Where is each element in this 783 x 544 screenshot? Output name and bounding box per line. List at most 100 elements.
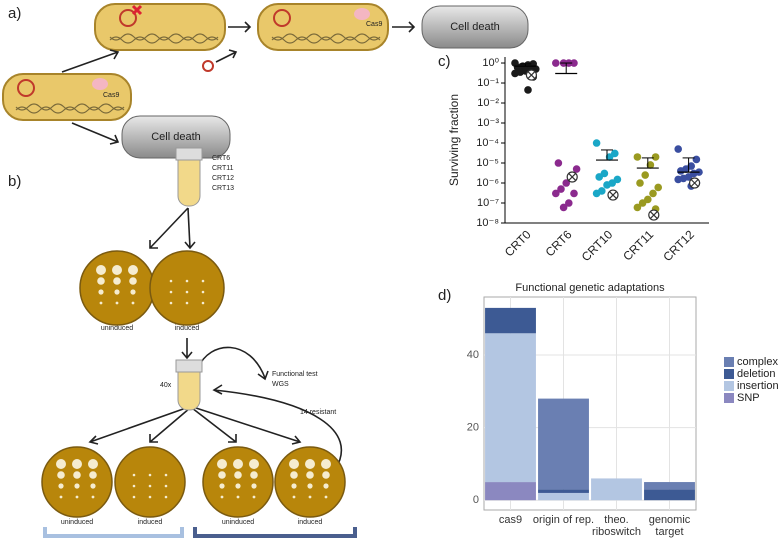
point <box>651 153 660 161</box>
point <box>592 139 601 147</box>
cas9-label: Cas9 <box>366 21 382 28</box>
dead-cell <box>421 5 529 49</box>
point <box>554 159 563 167</box>
dna <box>109 36 219 44</box>
colony <box>236 495 240 499</box>
test-label: Functional test <box>272 371 318 378</box>
legend-label: complex <box>737 356 778 368</box>
cell-death-label: Cell death <box>151 131 201 143</box>
x-tick-label: CRT0 <box>502 227 534 259</box>
panel-label: a) <box>8 5 21 22</box>
x-tick-label: origin of rep. <box>532 514 595 526</box>
dna <box>15 106 125 114</box>
point <box>649 189 657 198</box>
tube-cap <box>175 147 203 161</box>
colony <box>148 473 152 477</box>
y-tick-label: 10⁻³ <box>477 117 499 129</box>
colony <box>250 471 258 479</box>
plate <box>79 250 155 326</box>
legend-label: deletion <box>737 368 776 380</box>
panel-label: c) <box>438 53 451 70</box>
bar-segment <box>644 489 695 501</box>
panel-b: b) CRT6 CRT11 CRT12 CRT13 40x Functional… <box>8 147 357 538</box>
legend-swatch <box>724 369 734 379</box>
strain: CRT13 <box>212 185 234 192</box>
colony <box>292 495 296 499</box>
colony <box>59 495 63 499</box>
marked-point <box>525 69 538 81</box>
colony <box>128 265 138 275</box>
strain: CRT6 <box>212 155 230 162</box>
plate <box>274 446 346 518</box>
colony <box>112 265 122 275</box>
colony <box>219 483 225 489</box>
point <box>552 59 560 67</box>
colony <box>98 289 104 295</box>
plate-label: induced <box>175 325 200 332</box>
plate-label: uninduced <box>101 325 133 332</box>
colony <box>201 279 205 283</box>
colony <box>252 495 256 499</box>
colony <box>132 495 136 499</box>
colony <box>218 471 226 479</box>
colony <box>290 471 298 479</box>
dna <box>271 33 381 41</box>
cell <box>94 3 226 51</box>
plasmid <box>273 9 291 27</box>
y-tick-label: 40 <box>467 349 479 361</box>
y-tick-label: 10⁻⁷ <box>477 197 499 209</box>
y-tick-label: 10⁰ <box>482 57 499 69</box>
arrows <box>61 21 416 471</box>
point <box>603 181 611 189</box>
colony <box>97 277 105 285</box>
x-tick-label: theo. riboswitch <box>592 514 641 538</box>
point <box>592 189 601 198</box>
marked-point <box>648 209 660 221</box>
colony <box>129 277 137 285</box>
point <box>638 199 647 207</box>
colony <box>132 473 136 477</box>
y-tick-label: 10⁻⁶ <box>476 177 499 189</box>
point <box>562 179 570 187</box>
cell-death-label: Cell death <box>450 21 500 33</box>
point <box>572 165 581 173</box>
colony <box>113 277 121 285</box>
point <box>633 203 642 212</box>
y-tick-label: 10⁻⁸ <box>476 217 499 229</box>
cas9-protein <box>354 8 370 20</box>
point <box>674 175 682 184</box>
bar-segment <box>538 398 589 490</box>
resistant-label: 14 resistant <box>300 409 336 416</box>
x-mark <box>131 4 143 16</box>
bracket <box>193 527 357 538</box>
colony <box>148 484 152 488</box>
y-tick-label: 10⁻⁵ <box>476 157 499 169</box>
test-label: WGS <box>272 381 289 388</box>
colony <box>235 483 241 489</box>
point <box>552 189 560 198</box>
plate <box>149 250 225 326</box>
bar-segment <box>538 489 589 493</box>
colony <box>169 290 173 294</box>
point <box>565 199 573 207</box>
point <box>570 59 578 67</box>
point <box>641 171 649 179</box>
colony <box>321 459 331 469</box>
dna <box>271 36 381 44</box>
colony <box>251 483 257 489</box>
x-tick-label: CRT12 <box>660 227 697 264</box>
bar-segment <box>538 492 589 501</box>
cas9-protein <box>92 78 108 90</box>
colony <box>307 483 313 489</box>
y-axis-label: Surviving fraction <box>447 94 461 186</box>
colony <box>72 459 82 469</box>
y-tick-label: 10⁻⁴ <box>476 137 499 149</box>
colony <box>185 290 189 294</box>
bar-segment <box>485 482 536 501</box>
colony <box>220 495 224 499</box>
strain: CRT11 <box>212 165 234 172</box>
colony <box>56 459 66 469</box>
colony <box>90 483 96 489</box>
